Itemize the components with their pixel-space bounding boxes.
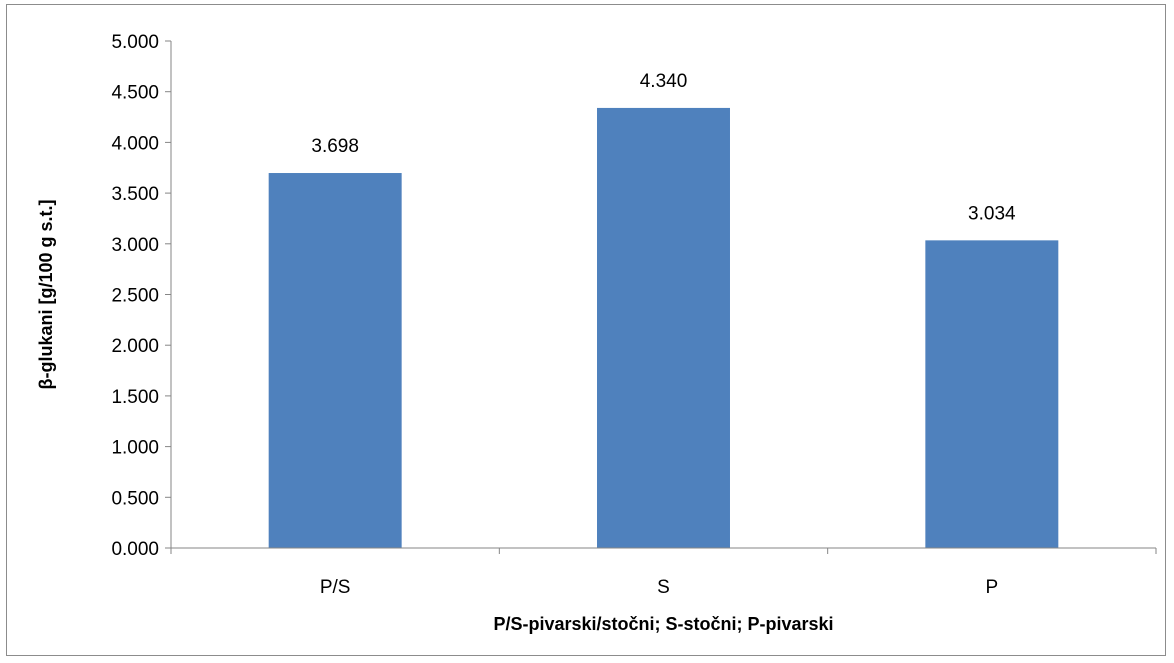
- y-tick-label: 5.000: [111, 32, 159, 53]
- y-tick-label: 0.500: [111, 488, 159, 509]
- y-tick-label: 0.000: [111, 539, 159, 560]
- y-tick-label: 4.000: [111, 133, 159, 154]
- x-axis-title: P/S-pivarski/stočni; S-stočni; P-pivarsk…: [493, 614, 833, 634]
- x-tick-label: P/S: [320, 577, 351, 598]
- bar: [597, 107, 730, 548]
- bars: 3.698 4.340 3.034: [268, 71, 1059, 548]
- y-axis-title: β-glukani [g/100 g s.t.]: [36, 199, 56, 389]
- y-tick-label: 2.000: [111, 336, 159, 357]
- data-label: 3.698: [311, 136, 359, 157]
- x-tick-label: S: [657, 577, 670, 598]
- bar: [268, 173, 402, 548]
- y-tick-label: 3.500: [111, 184, 159, 205]
- x-axis-ticks: P/S S P: [170, 548, 1157, 598]
- y-tick-label: 1.500: [111, 387, 159, 408]
- y-tick-label: 1.000: [111, 438, 159, 459]
- data-label: 3.034: [968, 203, 1016, 224]
- y-tick-label: 4.500: [111, 83, 159, 104]
- bar: [925, 240, 1059, 548]
- data-label: 4.340: [640, 71, 688, 92]
- x-tick-label: P: [985, 577, 998, 598]
- y-tick-label: 3.000: [111, 235, 159, 256]
- y-tick-label: 2.500: [111, 286, 159, 307]
- y-axis-ticks: 0.000 0.500 1.000 1.500 2.000 2.500 3.000 3.500…: [111, 32, 171, 560]
